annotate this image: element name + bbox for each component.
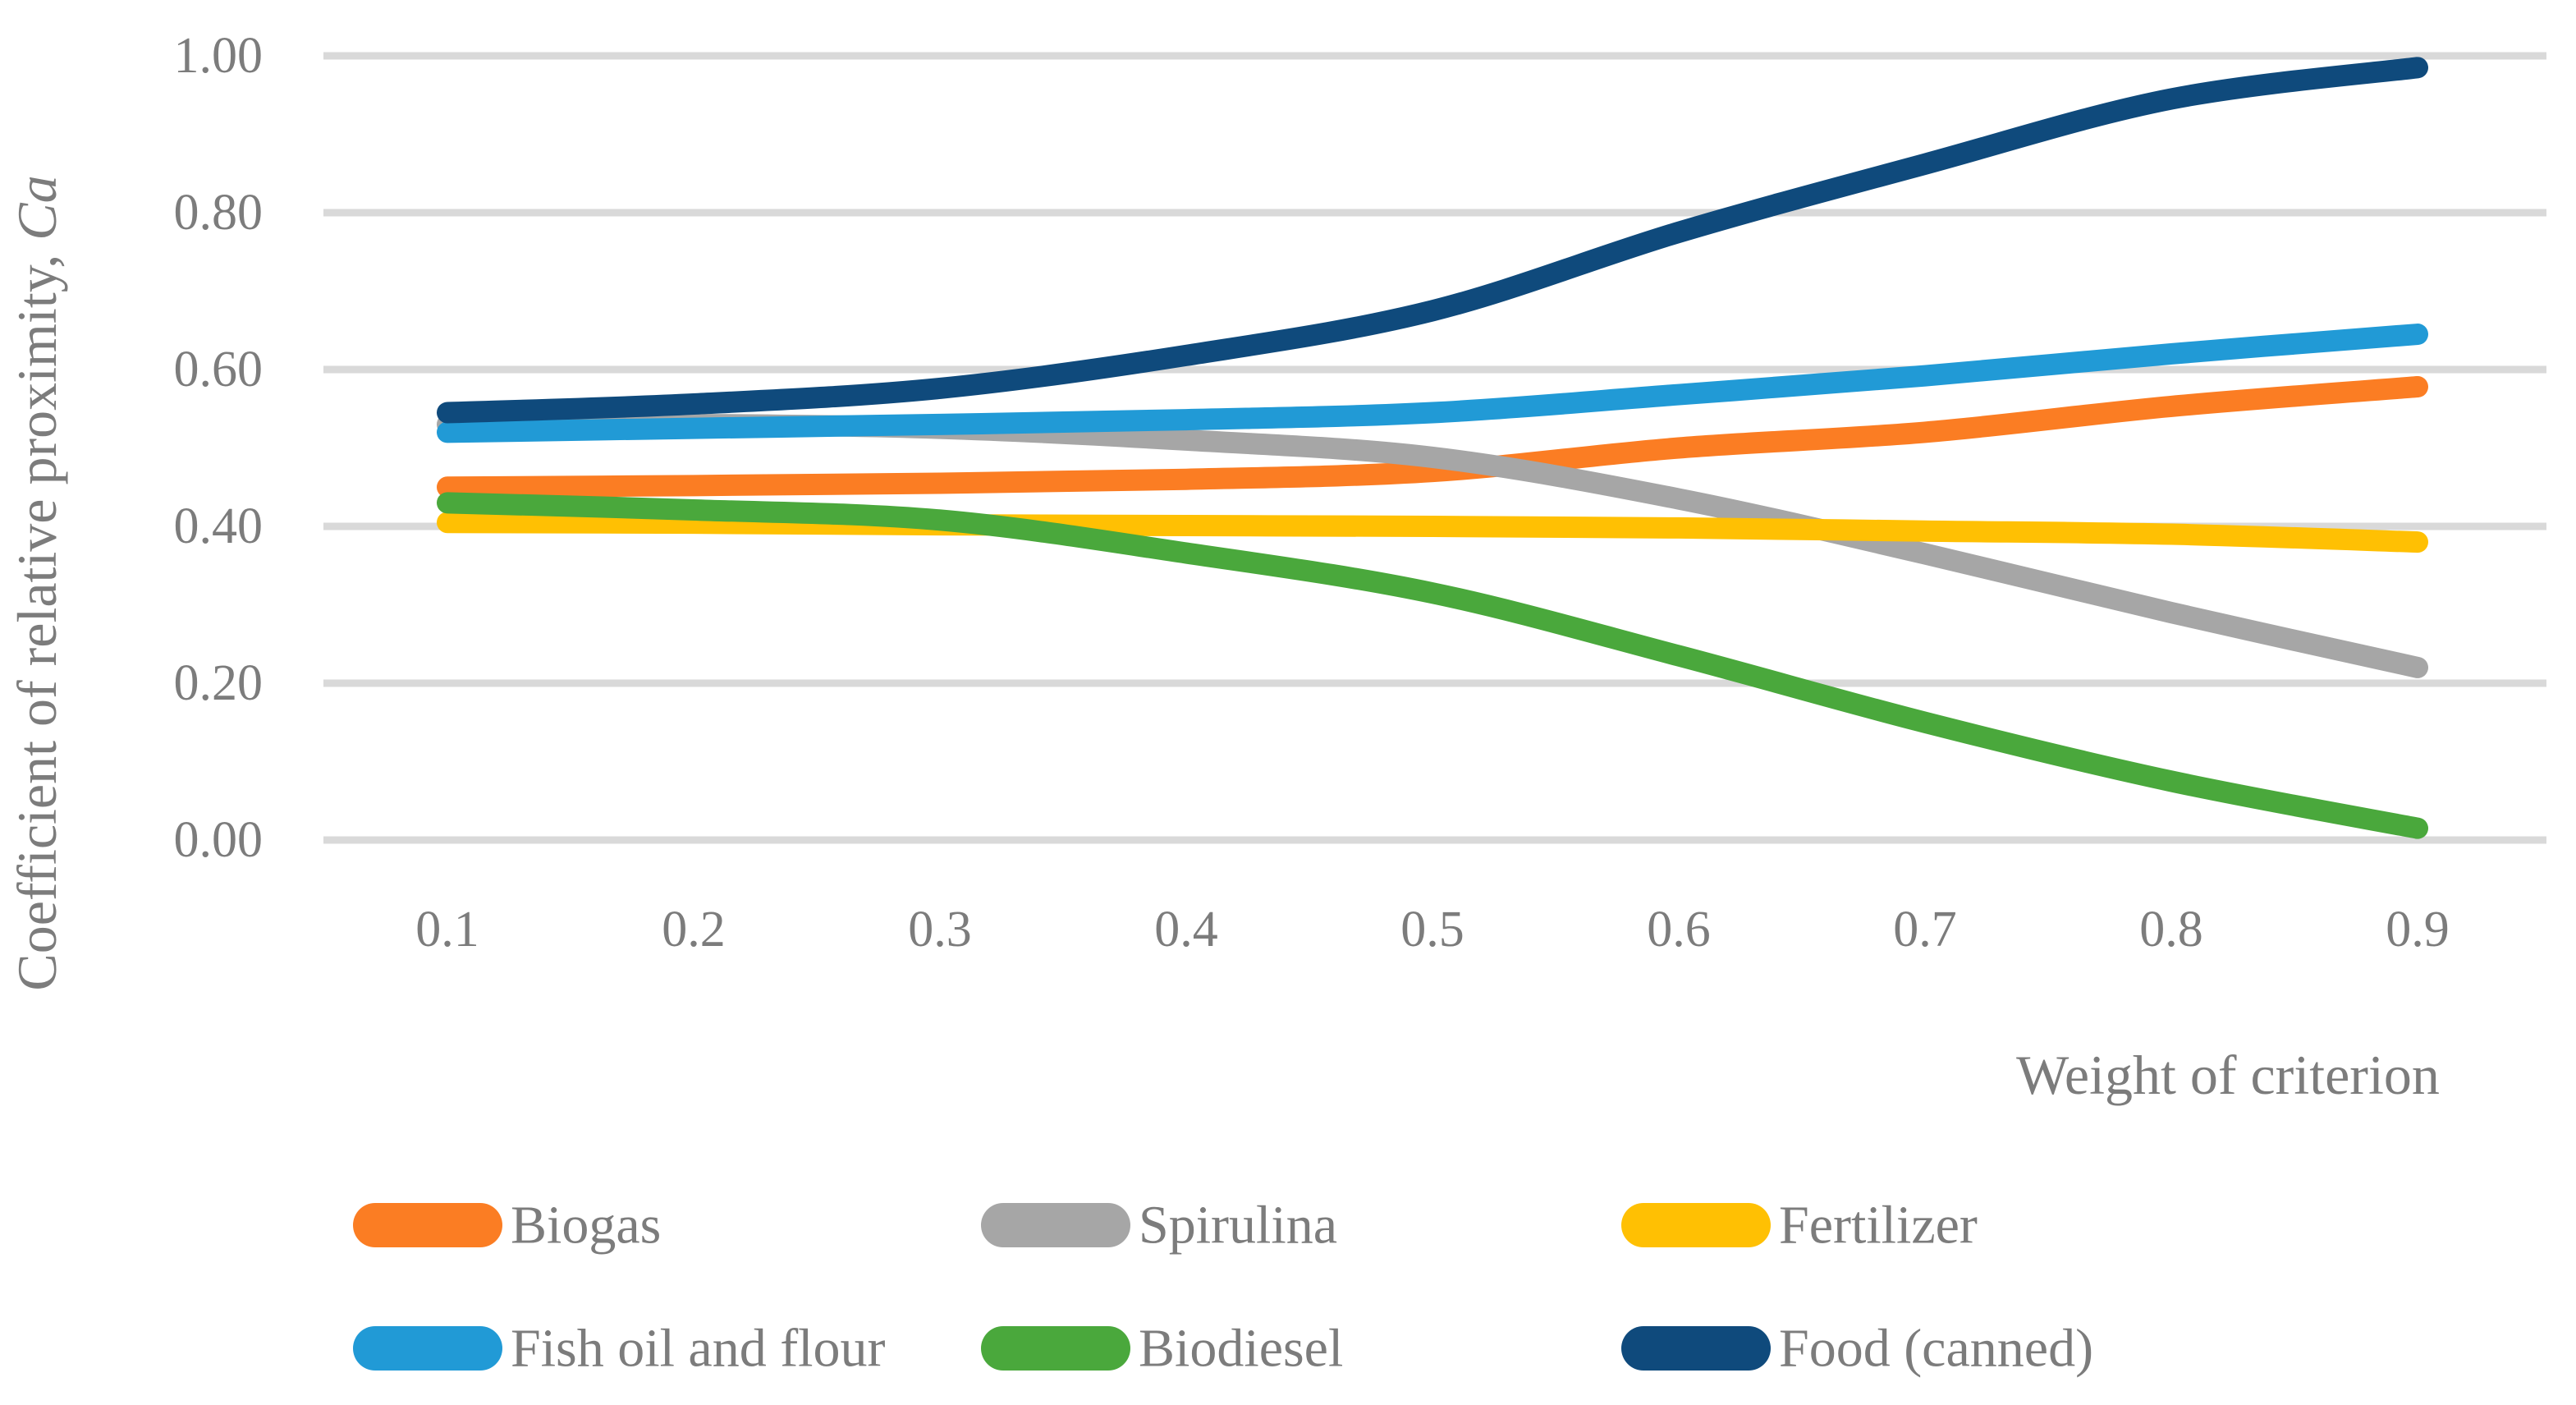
x-tick-label: 0.2 [662,902,726,957]
legend-label-fertilizer: Fertilizer [1779,1196,1978,1256]
legend-swatch-food-canned- [1621,1326,1771,1371]
legend-swatch-fertilizer [1621,1203,1771,1247]
legend-swatch-fish-oil-and-flour [353,1326,502,1371]
legend-label-fish-oil-and-flour: Fish oil and flour [511,1319,886,1379]
x-tick-label: 0.8 [2139,902,2203,957]
x-tick-label: 0.4 [1154,902,1218,957]
y-axis-title-symbol: Ca [6,175,68,240]
y-axis-tick-labels: 0.00 0.20 0.40 0.60 0.80 1.00 [174,28,264,868]
x-axis-title: Weight of criterion [2016,1044,2440,1106]
x-axis-tick-labels: 0.1 0.2 0.3 0.4 0.5 0.6 0.7 0.8 0.9 [415,902,2450,957]
series-line-spirulina [437,413,2428,678]
series-line-biogas [437,376,2428,498]
y-tick-label: 0.60 [174,342,264,397]
x-tick-label: 0.1 [415,902,479,957]
legend-label-food-canned-: Food (canned) [1779,1319,2093,1379]
y-tick-label: 0.40 [174,498,264,554]
legend-swatch-biodiesel [981,1326,1130,1371]
x-tick-label: 0.7 [1893,902,1957,957]
series-lines [437,57,2428,839]
y-axis-title-text: Coefficient of relative proximity, [6,241,68,991]
legend: Biogas Spirulina Fertilizer Fish oil and fl… [353,1196,2093,1379]
y-tick-label: 1.00 [174,28,264,84]
legend-label-spirulina: Spirulina [1139,1196,1337,1256]
legend-swatch-spirulina [981,1203,1130,1247]
series-line-fertilizer [437,512,2428,553]
y-axis-title: Coefficient of relative proximity, Ca [6,175,68,990]
series-line-fish-oil-and-flour [437,324,2428,443]
series-line-food-canned- [437,57,2428,424]
y-tick-label: 0.20 [174,655,264,711]
x-tick-label: 0.3 [908,902,972,957]
legend-swatch-biogas [353,1203,502,1247]
series-line-biodiesel [437,492,2428,839]
x-tick-label: 0.9 [2386,902,2450,957]
y-tick-label: 0.80 [174,185,264,241]
y-tick-label: 0.00 [174,812,264,868]
legend-label-biogas: Biogas [511,1196,661,1256]
x-tick-label: 0.5 [1400,902,1464,957]
legend-label-biodiesel: Biodiesel [1139,1319,1343,1379]
x-tick-label: 0.6 [1647,902,1711,957]
